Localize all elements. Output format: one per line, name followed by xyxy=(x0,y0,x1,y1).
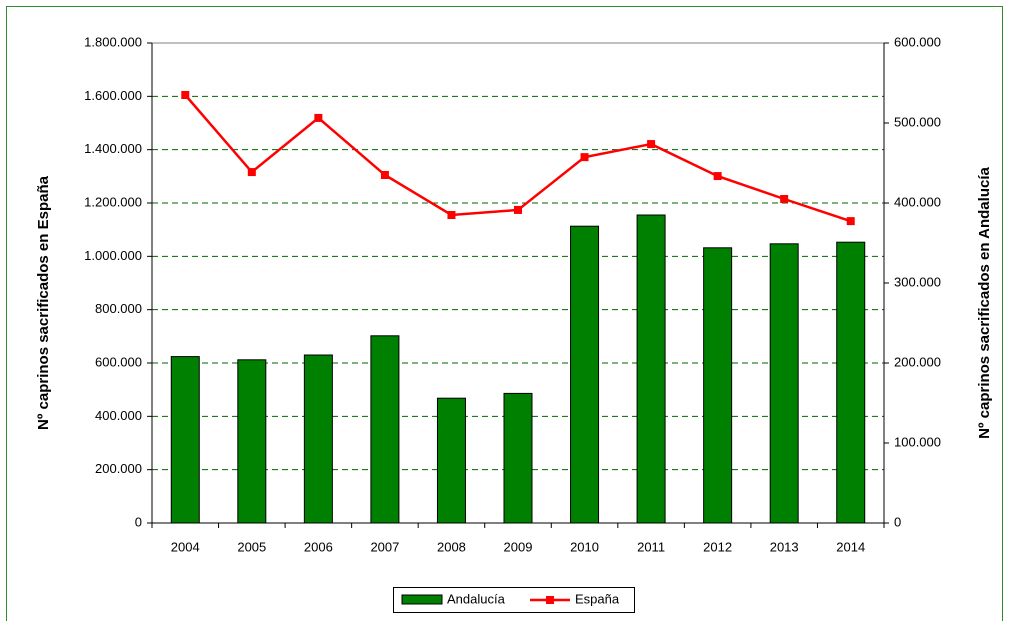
y2-tick-label: 300.000 xyxy=(894,274,941,289)
bar xyxy=(436,397,466,524)
x-tick-label: 2012 xyxy=(703,539,732,554)
y-tick-label: 1.200.000 xyxy=(84,194,142,209)
point xyxy=(580,153,589,162)
x-tick-label: 2007 xyxy=(370,539,399,554)
point xyxy=(247,168,256,177)
y-tick-label: 1.400.000 xyxy=(84,141,142,156)
x-tick-label: 2004 xyxy=(171,539,200,554)
point xyxy=(447,211,456,219)
legend-label: España xyxy=(575,591,620,606)
x-tick-label: 2013 xyxy=(770,539,799,554)
y2-tick-label: 200.000 xyxy=(894,354,941,369)
point xyxy=(380,171,389,179)
bar xyxy=(503,392,533,524)
y-tick-label: 0 xyxy=(135,514,142,529)
x-tick-label: 2005 xyxy=(237,539,266,554)
legend-swatch xyxy=(401,594,443,605)
y-tick-label: 600.000 xyxy=(95,354,142,369)
y-tick-label: 1.600.000 xyxy=(84,88,142,103)
bar xyxy=(237,359,267,524)
bar xyxy=(769,243,799,524)
y-tick-label: 1.000.000 xyxy=(84,248,142,263)
y2-axis-title: Nº caprinos sacrificados en Andalucía xyxy=(976,167,993,439)
y-tick-label: 800.000 xyxy=(95,301,142,316)
bar xyxy=(570,225,600,524)
bar xyxy=(703,247,733,524)
point xyxy=(780,195,789,203)
x-tick-label: 2009 xyxy=(504,539,533,554)
x-tick-label: 2014 xyxy=(836,539,865,554)
bar xyxy=(636,214,666,524)
point xyxy=(514,205,522,214)
point xyxy=(846,217,855,226)
bar xyxy=(836,241,866,524)
y2-tick-label: 400.000 xyxy=(894,194,941,209)
legend-swatch xyxy=(546,596,554,604)
y2-tick-label: 600.000 xyxy=(894,34,941,49)
point xyxy=(181,91,190,99)
x-tick-label: 2010 xyxy=(570,539,599,554)
x-tick-label: 2011 xyxy=(637,539,665,554)
y2-tick-label: 500.000 xyxy=(894,114,941,129)
bar xyxy=(303,354,333,524)
y-tick-label: 400.000 xyxy=(95,408,142,423)
point xyxy=(314,113,323,122)
line xyxy=(184,94,852,223)
y2-tick-label: 0 xyxy=(894,514,901,529)
point xyxy=(647,140,656,149)
x-tick-label: 2008 xyxy=(437,539,466,554)
x-tick-label: 2006 xyxy=(304,539,333,554)
legend-label: Andalucía xyxy=(447,591,506,606)
legend-box xyxy=(393,587,635,613)
y-axis-title: Nº caprinos sacrificados en España xyxy=(35,175,52,430)
bar xyxy=(170,356,200,524)
frame xyxy=(6,6,1003,621)
y-tick-label: 1.800.000 xyxy=(84,34,142,49)
y-tick-label: 200.000 xyxy=(95,461,142,476)
bar xyxy=(370,335,400,524)
point xyxy=(713,172,722,181)
y2-tick-label: 100.000 xyxy=(894,434,941,449)
